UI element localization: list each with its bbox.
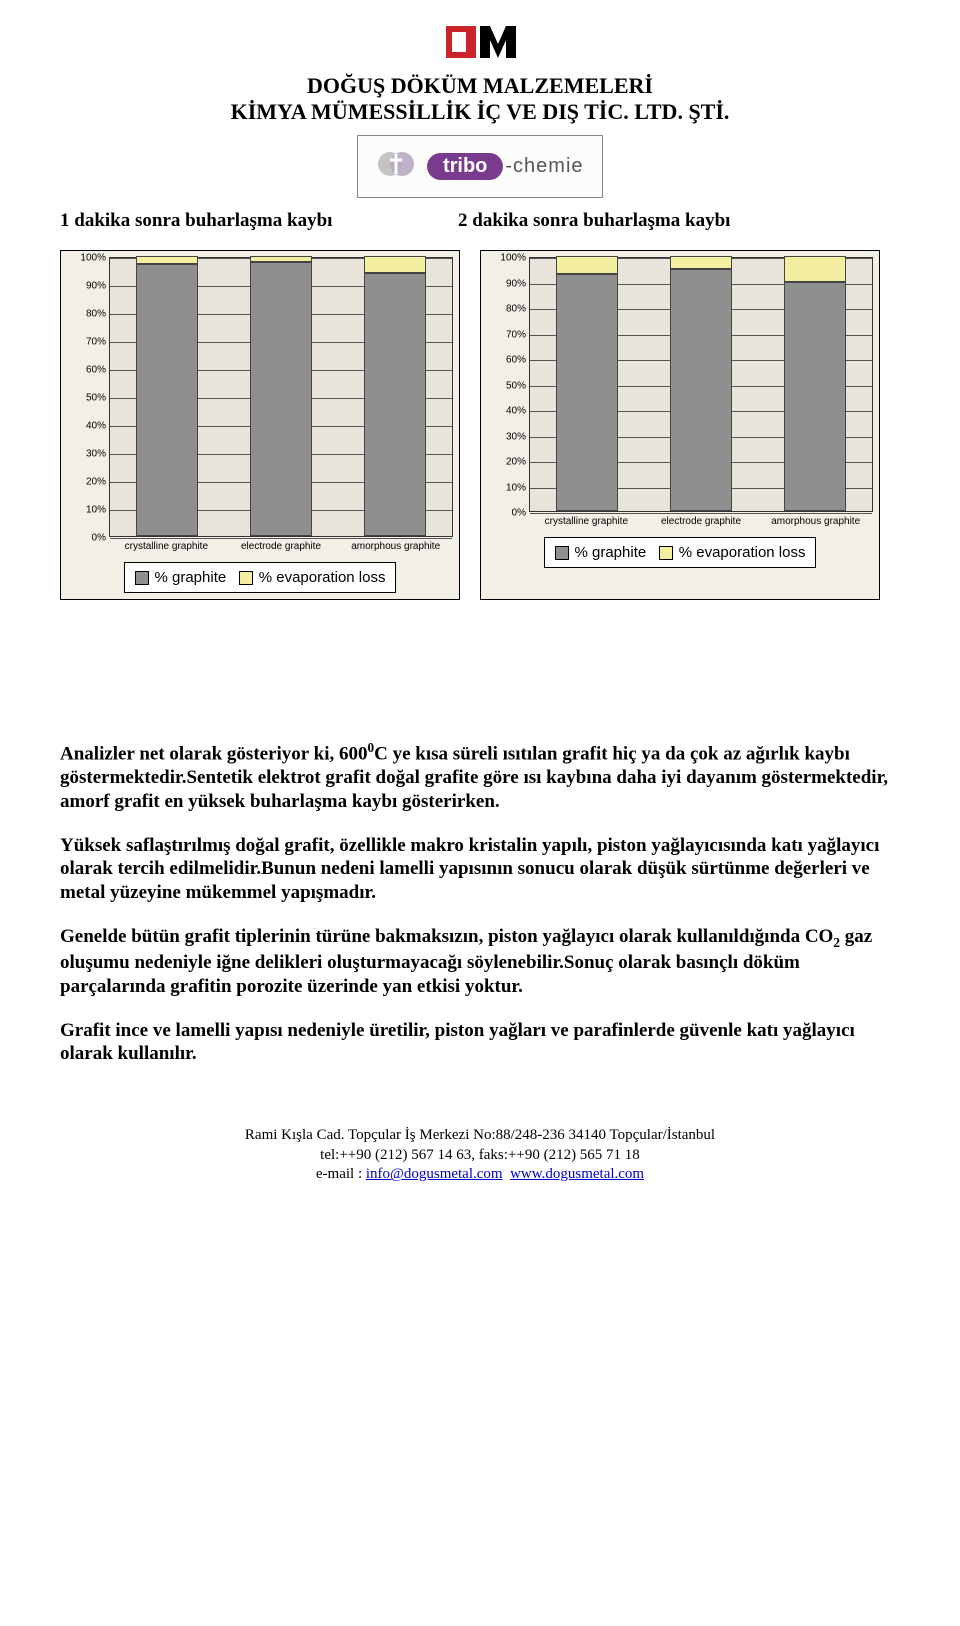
- footer-email-label: e-mail :: [316, 1166, 366, 1182]
- tribo-pill: tribo: [427, 153, 503, 180]
- company-name: DOĞUŞ DÖKÜM MALZEMELERİ KİMYA MÜMESSİLLİ…: [60, 73, 900, 125]
- swatch-evap-icon: [239, 571, 253, 585]
- caption-left: 1 dakika sonra buharlaşma kaybı: [60, 210, 438, 232]
- chart-left: 0%10%20%30%40%50%60%70%80%90%100% crysta…: [60, 250, 460, 600]
- chart-left-xlabels: crystalline graphiteelectrode graphiteam…: [67, 541, 453, 552]
- chart-left-plot: 0%10%20%30%40%50%60%70%80%90%100%: [109, 257, 453, 537]
- chart-captions: 1 dakika sonra buharlaşma kaybı 2 dakika…: [60, 210, 900, 232]
- paragraph-1: Analizler net olarak gösteriyor ki, 6000…: [60, 740, 900, 814]
- legend-evap-label: % evaporation loss: [679, 544, 806, 561]
- paragraph-4: Grafit ince ve lamelli yapısı nedeniyle …: [60, 1019, 900, 1067]
- page-header: DOĞUŞ DÖKÜM MALZEMELERİ KİMYA MÜMESSİLLİ…: [60, 20, 900, 125]
- tribo-logo-container: tribo-chemie: [60, 135, 900, 198]
- charts-container: 0%10%20%30%40%50%60%70%80%90%100% crysta…: [60, 250, 900, 600]
- footer-phones: tel:++90 (212) 567 14 63, faks:++90 (212…: [60, 1146, 900, 1166]
- chart-right-legend: % graphite % evaporation loss: [544, 537, 817, 568]
- chart-right-xlabels: crystalline graphiteelectrode graphiteam…: [487, 516, 873, 527]
- footer-email-line: e-mail : info@dogusmetal.com www.dogusme…: [60, 1165, 900, 1185]
- swatch-graphite-icon: [135, 571, 149, 585]
- legend-graphite-label: % graphite: [575, 544, 647, 561]
- caption-right: 2 dakika sonra buharlaşma kaybı: [438, 210, 900, 232]
- footer-address: Rami Kışla Cad. Topçular İş Merkezi No:8…: [60, 1126, 900, 1146]
- tribo-logo: tribo-chemie: [357, 135, 602, 198]
- chart-left-legend: % graphite % evaporation loss: [124, 562, 397, 593]
- chart-right-plot: 0%10%20%30%40%50%60%70%80%90%100%: [529, 257, 873, 512]
- tribo-chemie-text: -chemie: [505, 155, 583, 177]
- body-text: Analizler net olarak gösteriyor ki, 6000…: [60, 740, 900, 1066]
- paragraph-2: Yüksek saflaştırılmış doğal grafit, özel…: [60, 834, 900, 905]
- legend-evap-label: % evaporation loss: [259, 569, 386, 586]
- page-footer: Rami Kışla Cad. Topçular İş Merkezi No:8…: [60, 1126, 900, 1185]
- tribo-icon: [376, 144, 416, 189]
- swatch-graphite-icon: [555, 546, 569, 560]
- chart-right: 0%10%20%30%40%50%60%70%80%90%100% crysta…: [480, 250, 880, 600]
- footer-site-link[interactable]: www.dogusmetal.com: [510, 1166, 644, 1182]
- swatch-evap-icon: [659, 546, 673, 560]
- footer-email-link[interactable]: info@dogusmetal.com: [366, 1166, 503, 1182]
- legend-graphite-label: % graphite: [155, 569, 227, 586]
- paragraph-3: Genelde bütün grafit tiplerinin türüne b…: [60, 925, 900, 999]
- dm-logo: [444, 20, 516, 69]
- tribo-wordmark: tribo-chemie: [427, 153, 584, 180]
